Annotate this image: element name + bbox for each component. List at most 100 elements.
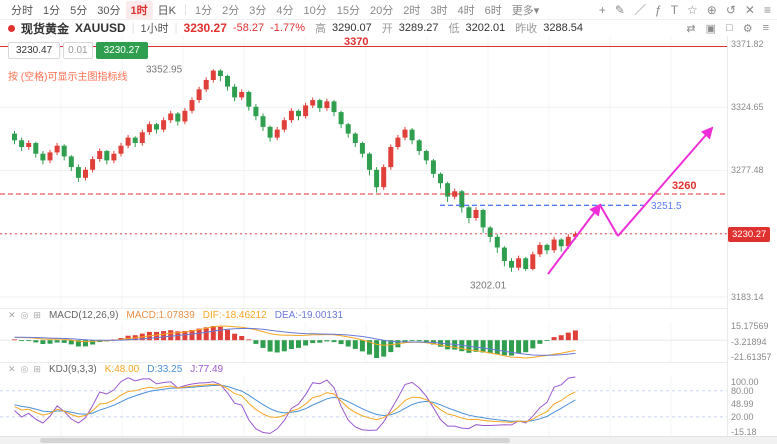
dea-value: DEA:-19.00131: [274, 310, 344, 321]
zoom-in-icon[interactable]: ⊕: [706, 3, 717, 17]
d-value: D:33.25: [147, 364, 183, 375]
svg-text:3260: 3260: [672, 180, 696, 192]
draw-icon[interactable]: ✎: [614, 3, 625, 17]
stat-high-label: 高: [314, 23, 326, 35]
screenshot-icon[interactable]: ▣: [705, 22, 717, 35]
axis-label: 3183.14: [731, 292, 764, 302]
quote-panel: 3230.47 0.01 3230.27: [8, 42, 148, 59]
macd-axis-label: -3.21894: [731, 337, 767, 347]
macd-axis-label: 15.17569: [731, 321, 769, 331]
price-change: -58.27: [232, 22, 265, 34]
tab-timeframe-20min[interactable]: 20分: [369, 4, 394, 17]
stat-open-label: 开: [381, 23, 393, 35]
kdj-axis-label: 20.00: [731, 412, 754, 422]
divider: |: [131, 22, 135, 34]
tab-timeframe-daily[interactable]: 日K: [157, 4, 176, 17]
watchlist-icon[interactable]: ≡: [762, 22, 769, 34]
price-change-percent: -1.77%: [270, 22, 305, 34]
kdj-header: ✕ ◎ ⊞ KDJ(9,3,3) K:48.00 D:33.25 J:77.49: [0, 362, 727, 376]
menu-icon[interactable]: ≡: [763, 3, 771, 17]
svg-text:3251.5: 3251.5: [651, 201, 682, 212]
tab-timeframe-1hour-active[interactable]: 1时: [125, 0, 153, 19]
favorite-icon[interactable]: ☆: [687, 3, 698, 17]
tab-timeframe-3min[interactable]: 3分: [249, 4, 267, 17]
axis-label: 3371.82: [731, 39, 764, 49]
trendline-icon[interactable]: ／: [633, 3, 646, 17]
tab-timeframe-30min[interactable]: 30分: [97, 4, 121, 17]
settings-icon[interactable]: ⚙: [742, 22, 753, 35]
stat-low-value: 3202.01: [465, 22, 506, 34]
tab-timeframe-10min[interactable]: 10分: [303, 4, 327, 17]
compare-icon[interactable]: ⇄: [686, 22, 696, 35]
tab-timeframe-2min[interactable]: 2分: [222, 4, 240, 17]
last-price: 3230.27: [183, 21, 227, 35]
j-value: J:77.49: [190, 364, 224, 375]
divider: |: [174, 22, 178, 34]
visibility-icon[interactable]: ◎: [20, 310, 29, 320]
macd-chart[interactable]: [0, 322, 727, 362]
tab-timeframe-6hour[interactable]: 6时: [484, 4, 502, 17]
dif-value: DIF:-18.46212: [202, 310, 267, 321]
kdj-axis-label: -15.18: [731, 427, 757, 437]
drawing-tools: + ✎ ／ ƒ T ☆ ⊕ ↺ ✕ ≡: [599, 0, 771, 20]
bid-price-box[interactable]: 3230.47: [8, 42, 61, 59]
timeframe-toolbar: 分时 1分 5分 30分 1时 日K 1分 2分 3分 4分 10分 15分 2…: [0, 0, 777, 20]
crosshair-icon[interactable]: +: [598, 3, 606, 17]
current-price-tag: 3230.27: [728, 227, 771, 242]
tab-timeframe-2hour[interactable]: 2时: [403, 4, 421, 17]
settings-icon[interactable]: ⊞: [33, 364, 41, 374]
kdj-title: KDJ(9,3,3): [48, 364, 97, 375]
svg-text:3352.95: 3352.95: [146, 64, 183, 75]
axis-label: 3324.65: [731, 102, 764, 112]
instrument-status-dot: [8, 24, 15, 32]
settings-icon[interactable]: ⊞: [33, 310, 41, 320]
kdj-axis-label: 100.00: [731, 377, 759, 387]
kdj-axis-label: 80.00: [731, 386, 754, 396]
close-icon[interactable]: ✕: [8, 310, 16, 320]
more-label: 更多: [511, 4, 534, 17]
kdj-pane-controls: ✕ ◎ ⊞: [8, 364, 41, 375]
delete-icon[interactable]: ✕: [744, 3, 755, 17]
fullscreen-icon[interactable]: □: [726, 22, 733, 34]
svg-text:3202.01: 3202.01: [470, 281, 507, 292]
stat-low-label: 低: [448, 23, 460, 35]
svg-text:3370: 3370: [344, 36, 368, 48]
macd-value: MACD:1.07839: [126, 310, 195, 321]
close-icon[interactable]: ✕: [8, 364, 16, 374]
tab-timeframe-3hour[interactable]: 3时: [430, 4, 448, 17]
tab-timeframe-fenshi[interactable]: 分时: [11, 4, 33, 17]
instrument-symbol: XAUUSD: [75, 21, 126, 35]
horizontal-scrollbar[interactable]: [0, 436, 777, 444]
kdj-chart[interactable]: [0, 376, 727, 436]
text-tool-icon[interactable]: T: [670, 3, 679, 17]
more-periods-button[interactable]: 更多▾: [507, 1, 545, 19]
axis-label: 3277.48: [731, 165, 764, 175]
stat-prevclose-value: 3288.54: [543, 22, 584, 34]
tab-timeframe-more-1min[interactable]: 1分: [194, 4, 213, 17]
k-value: K:48.00: [104, 364, 140, 375]
tab-timeframe-5min[interactable]: 5分: [70, 4, 88, 17]
tab-timeframe-15min[interactable]: 15分: [336, 4, 360, 17]
macd-title: MACD(12,26,9): [48, 310, 119, 321]
undo-icon[interactable]: ↺: [725, 3, 736, 17]
visibility-icon[interactable]: ◎: [20, 364, 29, 374]
tab-timeframe-4min[interactable]: 4分: [276, 4, 294, 17]
tab-timeframe-4hour[interactable]: 4时: [457, 4, 475, 17]
period-selector[interactable]: 1小时: [140, 23, 169, 35]
stat-high-value: 3290.07: [331, 22, 372, 34]
indicator-icon[interactable]: ƒ: [655, 3, 662, 17]
scrollbar-thumb[interactable]: [40, 438, 510, 443]
chevron-down-icon: ▾: [533, 4, 540, 17]
tab-timeframe-1min[interactable]: 1分: [43, 4, 61, 17]
instrument-name[interactable]: 现货黄金: [21, 21, 70, 36]
stat-open-value: 3289.27: [398, 22, 439, 34]
ask-price-box[interactable]: 3230.27: [95, 42, 148, 59]
stat-prevclose-label: 昨收: [515, 23, 538, 35]
kdj-axis-label: 48.99: [731, 399, 754, 409]
macd-axis-label: -21.61357: [731, 352, 772, 362]
instrument-bar: 现货黄金 XAUUSD | 1小时 | 3230.27 -58.27 -1.77…: [0, 20, 777, 36]
chart-actions: ⇄ ▣ □ ⚙ ≡: [686, 20, 769, 36]
toolbar-divider: [184, 4, 186, 15]
spread-box: 0.01: [63, 42, 93, 59]
